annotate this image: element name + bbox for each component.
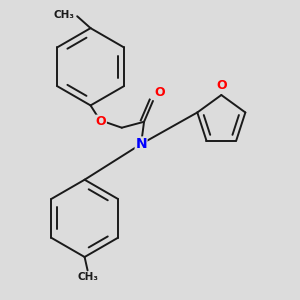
Text: N: N (135, 137, 147, 151)
Text: O: O (154, 85, 165, 99)
Text: CH₃: CH₃ (77, 272, 98, 282)
Text: CH₃: CH₃ (54, 10, 75, 20)
Text: O: O (216, 79, 226, 92)
Text: O: O (96, 115, 106, 128)
